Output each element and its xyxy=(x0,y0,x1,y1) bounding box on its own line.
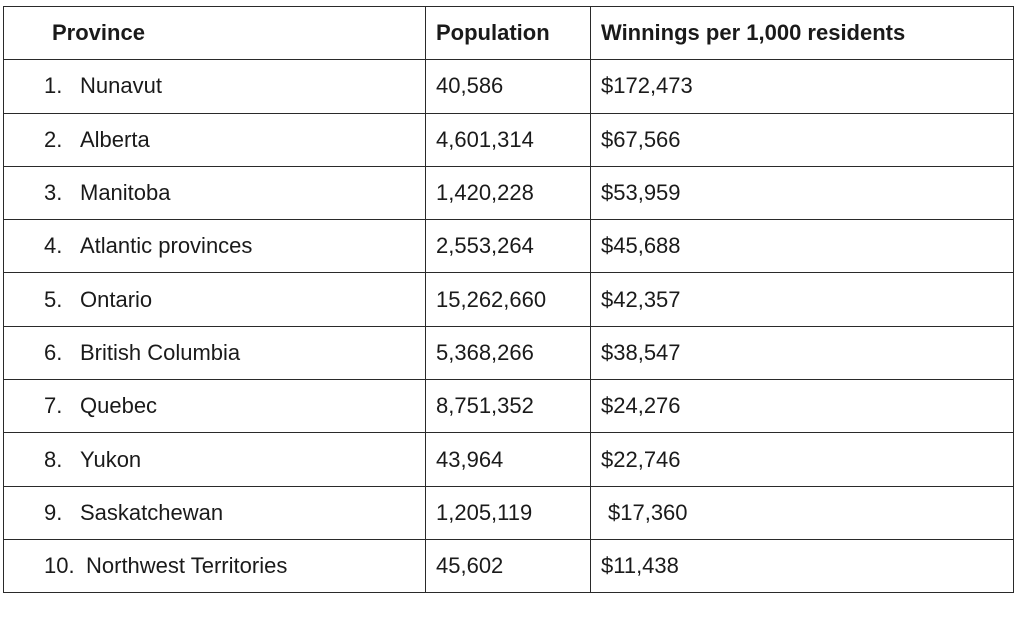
table-row: 3. Manitoba 1,420,228 $53,959 xyxy=(3,165,1014,221)
province-name: Quebec xyxy=(80,393,158,419)
province-name: British Columbia xyxy=(80,339,241,365)
rank-number: 5. xyxy=(44,286,63,312)
table-row: 8. Yukon 43,964 $22,746 xyxy=(3,432,1014,487)
province-cell: 6. British Columbia xyxy=(3,325,426,381)
winnings-cell: $17,360 xyxy=(590,485,1014,540)
province-winnings-table: Province Population Winnings per 1,000 r… xyxy=(3,5,1014,594)
winnings-cell: $172,473 xyxy=(590,59,1014,114)
table-row: 2. Alberta 4,601,314 $67,566 xyxy=(3,112,1014,167)
table-row: 6. British Columbia 5,368,266 $38,547 xyxy=(3,325,1014,381)
rank-number: 3. xyxy=(44,180,63,206)
rank-number: 8. xyxy=(44,446,63,472)
rank-number: 6. xyxy=(44,339,63,365)
province-name: Saskatchewan xyxy=(80,499,224,525)
province-name: Alberta xyxy=(80,126,150,152)
table-row: 5. Ontario 15,262,660 $42,357 xyxy=(3,272,1014,327)
table-body: 1. Nunavut 40,586 $172,473 2. Alberta 4,60… xyxy=(3,59,1014,594)
population-cell: 1,420,228 xyxy=(425,165,591,221)
winnings-cell: $67,566 xyxy=(590,112,1014,167)
table-row: 10. Northwest Territories 45,602 $11,438 xyxy=(3,538,1014,594)
header-population: Population xyxy=(425,5,591,61)
table-row: 9. Saskatchewan 1,205,119 $17,360 xyxy=(3,485,1014,540)
rank-number: 1. xyxy=(44,73,63,99)
population-cell: 8,751,352 xyxy=(425,379,591,434)
population-cell: 5,368,266 xyxy=(425,325,591,381)
population-cell: 15,262,660 xyxy=(425,272,591,327)
winnings-cell: $38,547 xyxy=(590,325,1014,381)
population-cell: 2,553,264 xyxy=(425,219,591,274)
rank-number: 4. xyxy=(44,233,63,259)
province-cell: 8. Yukon xyxy=(3,432,426,487)
winnings-cell: $24,276 xyxy=(590,379,1014,434)
header-province: Province xyxy=(3,5,426,61)
province-cell: 4. Atlantic provinces xyxy=(3,219,426,274)
winnings-cell: $11,438 xyxy=(590,538,1014,594)
table-header: Province Population Winnings per 1,000 r… xyxy=(3,5,1014,61)
province-name: Yukon xyxy=(80,446,142,472)
winnings-cell: $22,746 xyxy=(590,432,1014,487)
population-cell: 4,601,314 xyxy=(425,112,591,167)
province-name: Nunavut xyxy=(80,73,162,99)
province-cell: 1. Nunavut xyxy=(3,59,426,114)
population-cell: 45,602 xyxy=(425,538,591,594)
rank-number: 7. xyxy=(44,393,63,419)
province-name: Ontario xyxy=(80,286,153,312)
province-cell: 10. Northwest Territories xyxy=(3,538,426,594)
table-row: 1. Nunavut 40,586 $172,473 xyxy=(3,59,1014,114)
header-row: Province Population Winnings per 1,000 r… xyxy=(3,5,1014,61)
winnings-cell: $42,357 xyxy=(590,272,1014,327)
population-cell: 1,205,119 xyxy=(425,485,591,540)
winnings-cell: $45,688 xyxy=(590,219,1014,274)
table-row: 4. Atlantic provinces 2,553,264 $45,688 xyxy=(3,219,1014,274)
rank-number: 2. xyxy=(44,126,63,152)
table-row: 7. Quebec 8,751,352 $24,276 xyxy=(3,379,1014,434)
province-cell: 5. Ontario xyxy=(3,272,426,327)
winnings-cell: $53,959 xyxy=(590,165,1014,221)
province-cell: 7. Quebec xyxy=(3,379,426,434)
province-cell: 3. Manitoba xyxy=(3,165,426,221)
province-name: Atlantic provinces xyxy=(80,233,253,259)
population-cell: 43,964 xyxy=(425,432,591,487)
rank-number: 10. xyxy=(44,553,75,579)
province-cell: 2. Alberta xyxy=(3,112,426,167)
population-cell: 40,586 xyxy=(425,59,591,114)
province-name: Northwest Territories xyxy=(86,553,288,579)
province-name: Manitoba xyxy=(80,180,171,206)
header-winnings: Winnings per 1,000 residents xyxy=(590,5,1014,61)
rank-number: 9. xyxy=(44,499,63,525)
province-cell: 9. Saskatchewan xyxy=(3,485,426,540)
